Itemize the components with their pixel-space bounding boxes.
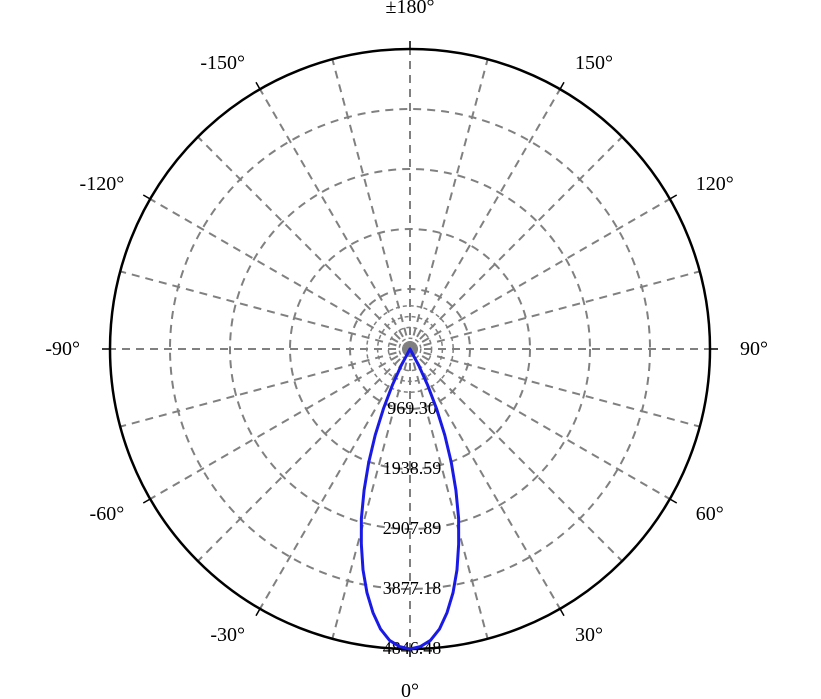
radial-tick-label: 2907.89 — [383, 518, 442, 538]
angle-label: 150° — [575, 52, 613, 74]
angle-label: -60° — [90, 503, 125, 525]
angle-label: -90° — [45, 338, 80, 360]
angle-label: -150° — [200, 52, 245, 74]
angle-label: 60° — [696, 503, 724, 525]
angle-label: -120° — [80, 173, 125, 195]
radial-tick-label: 1938.59 — [383, 458, 442, 478]
radial-tick-label: 3877.18 — [383, 578, 442, 598]
angle-label: ±180° — [386, 0, 435, 18]
angle-label: -30° — [210, 624, 245, 646]
polar-chart: ±180° -150° -120° -90° -60° -30° 0° 30° 60° 90° 12… — [0, 0, 821, 699]
polar-chart-container: ±180° -150° -120° -90° -60° -30° 0° 30° 60° 90° 12… — [0, 0, 821, 699]
angle-label: 30° — [575, 624, 603, 646]
angle-label: 90° — [740, 338, 768, 360]
angle-label: 0° — [401, 680, 419, 699]
angle-label: 120° — [696, 173, 734, 195]
radial-tick-label: 969.30 — [387, 398, 437, 418]
